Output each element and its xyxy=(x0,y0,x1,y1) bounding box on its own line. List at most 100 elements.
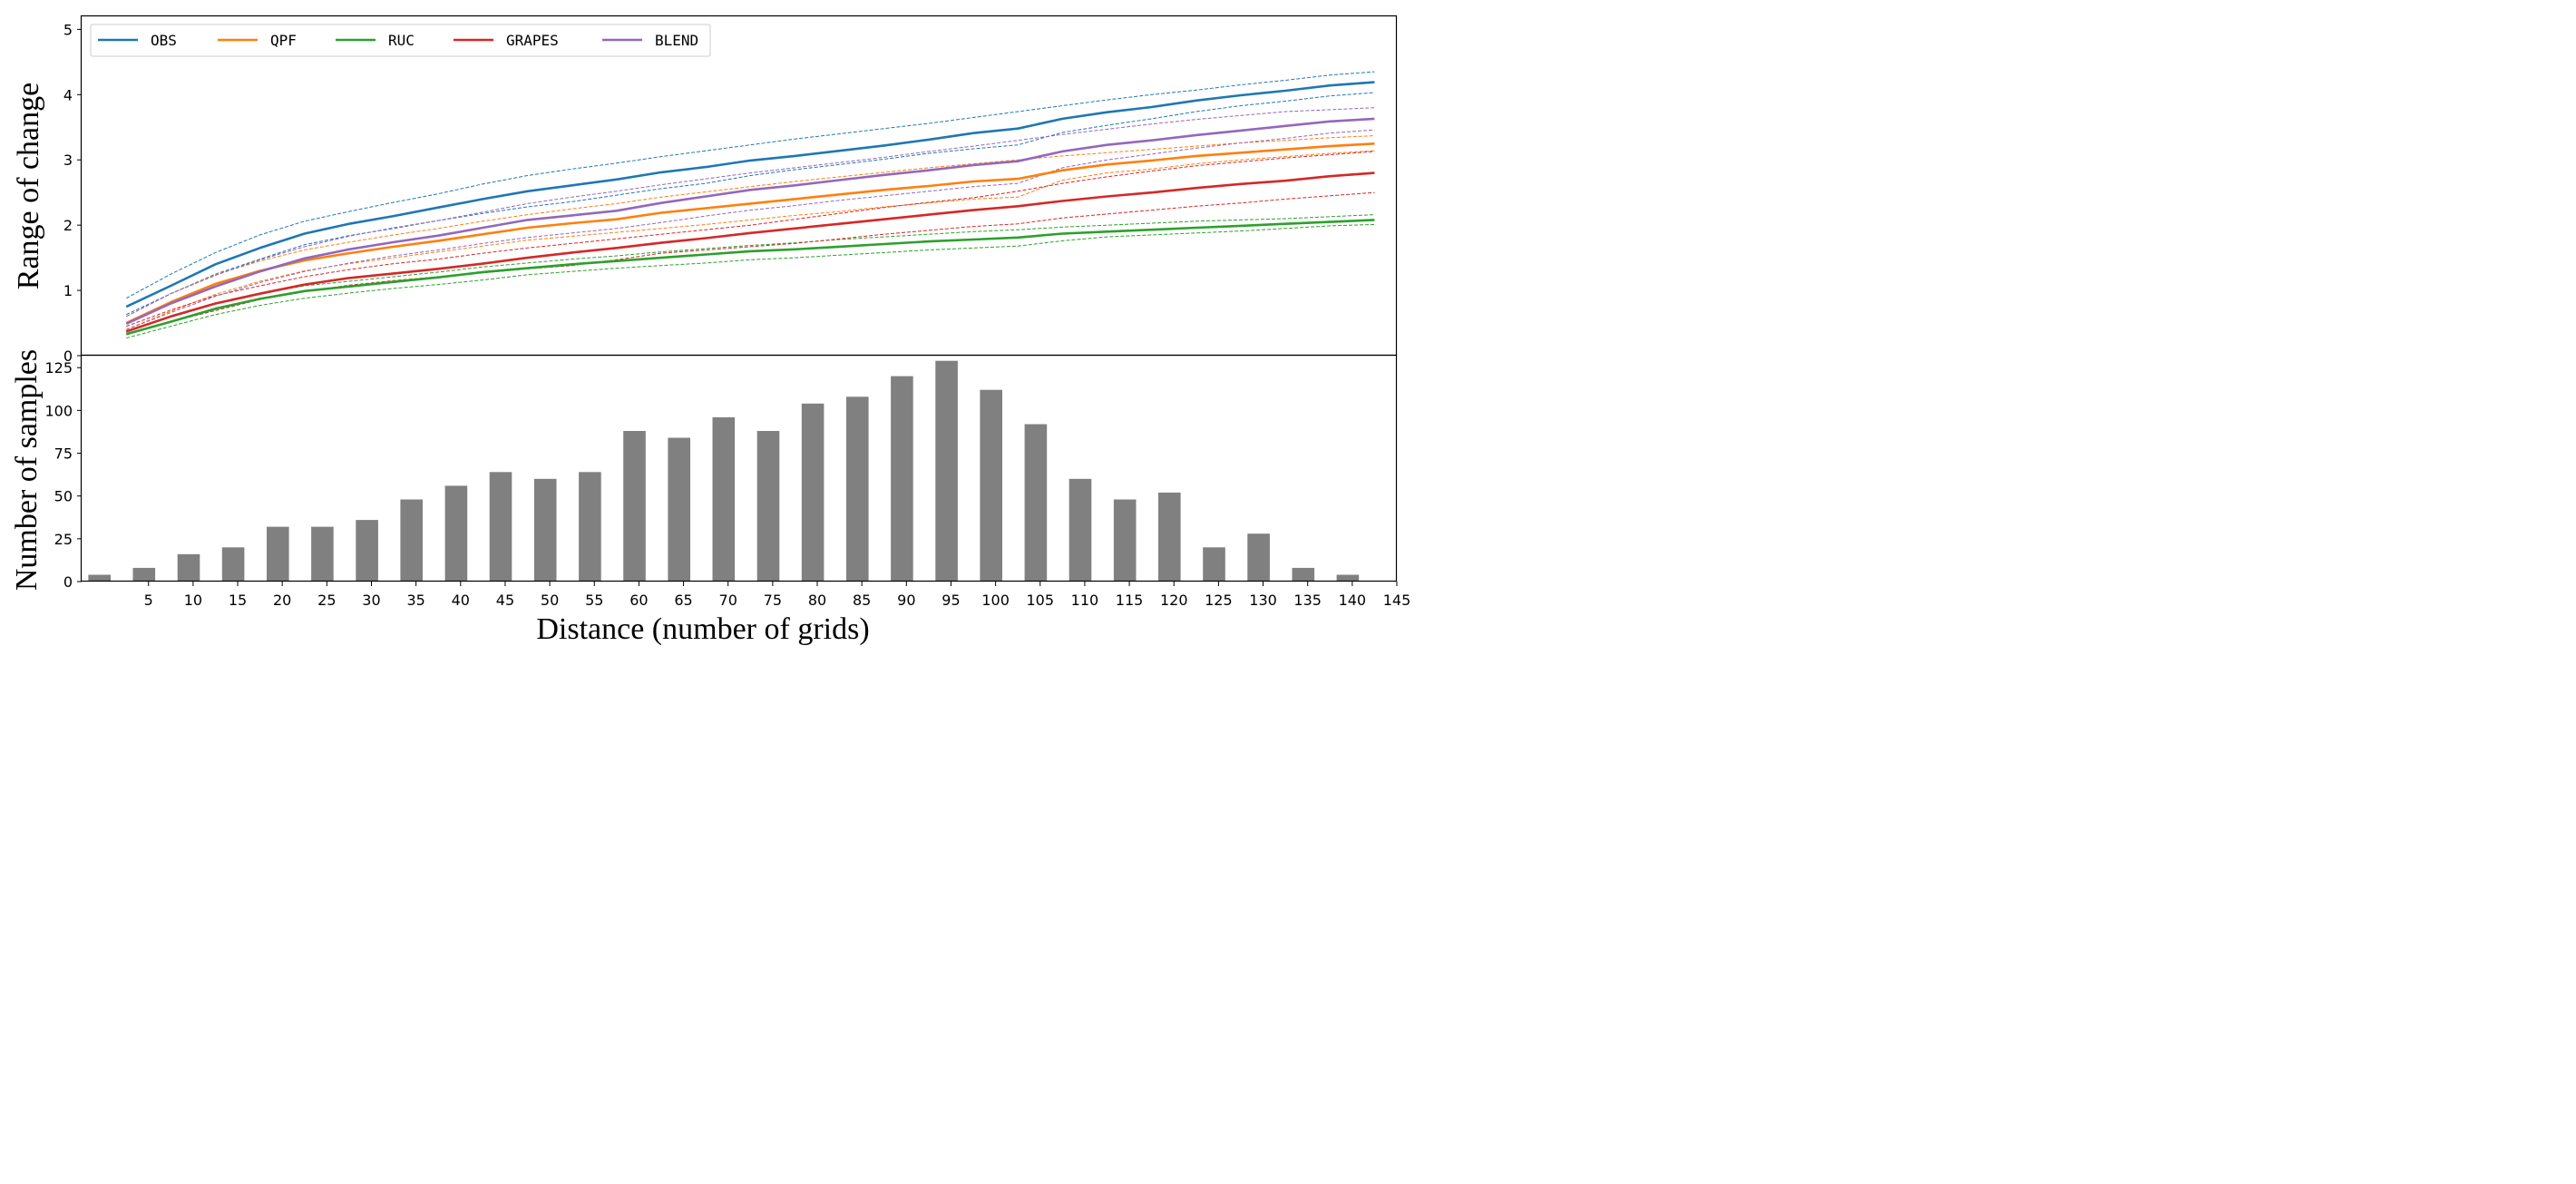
blend-legend-label: BLEND xyxy=(655,32,698,49)
x-tick-label: 60 xyxy=(629,592,648,609)
sample-bar xyxy=(444,485,468,582)
qpf-upper-band xyxy=(125,135,1375,318)
obs-upper-band xyxy=(125,71,1375,299)
bar-plot-frame xyxy=(80,354,1398,582)
x-tick-label: 20 xyxy=(273,592,291,609)
x-tick-label: 120 xyxy=(1160,592,1188,609)
obs-line xyxy=(125,81,1375,308)
sample-bar xyxy=(177,553,200,582)
grapes-upper-band xyxy=(126,151,1375,328)
x-tick-label: 145 xyxy=(1383,592,1411,609)
x-tick-label: 5 xyxy=(144,592,153,609)
bar-y-tick-label: 100 xyxy=(44,402,73,419)
legend-box xyxy=(90,24,711,57)
bar-y-tick-label: 25 xyxy=(54,531,73,548)
qpf-legend-label: QPF xyxy=(270,32,297,49)
sample-bar xyxy=(1292,567,1315,582)
x-tick-label: 40 xyxy=(452,592,470,609)
obs-legend-label: OBS xyxy=(151,32,177,49)
x-tick-label: 35 xyxy=(406,592,424,609)
x-tick-label: 90 xyxy=(897,592,915,609)
line-y-tick-label: 0 xyxy=(63,347,73,365)
legend: OBS QPF RUC GRAPES BLEND xyxy=(90,24,711,57)
qpf-line xyxy=(125,142,1375,325)
blend-line xyxy=(125,117,1375,325)
x-tick-label: 115 xyxy=(1116,592,1144,609)
grapes-legend-label: GRAPES xyxy=(506,32,559,49)
line-y-tick-label: 3 xyxy=(63,152,73,169)
sample-bar xyxy=(1203,547,1225,582)
confidence-bands xyxy=(125,71,1375,339)
x-tick-label: 125 xyxy=(1205,592,1233,609)
sample-bar xyxy=(846,396,869,582)
sample-bar xyxy=(623,431,646,582)
bar-y-tick-label: 75 xyxy=(54,445,73,463)
x-tick-label: 140 xyxy=(1339,592,1367,609)
sample-bar xyxy=(1068,478,1092,582)
x-tick-label: 30 xyxy=(362,592,380,609)
x-tick-label: 70 xyxy=(719,592,737,609)
bar-chart-panel: 0 25 50 75 100 125 5 10 15 20 25 30 35 40 45 50 55 60 65 7… xyxy=(10,349,1410,646)
sample-bar xyxy=(88,574,111,582)
x-tick-label: 50 xyxy=(541,592,559,609)
x-tick-label: 110 xyxy=(1071,592,1099,609)
line-y-tick-label: 1 xyxy=(63,282,73,299)
x-tick-label: 135 xyxy=(1293,592,1322,609)
sample-bar xyxy=(1247,533,1270,582)
sample-bar xyxy=(489,472,512,582)
bar-y-axis-label: Number of samples xyxy=(10,349,44,591)
sample-bar xyxy=(132,567,156,582)
blend-lower-band xyxy=(126,129,1375,330)
sample-bar xyxy=(756,431,780,582)
x-tick-label: 10 xyxy=(184,592,202,609)
sample-bar xyxy=(311,526,334,582)
line-chart-panel: 0 1 2 3 4 5 Range of change OBS QPF RUC GRAPES BL… xyxy=(12,15,1398,365)
ruc-legend-label: RUC xyxy=(388,32,415,49)
x-tick-label: 105 xyxy=(1027,592,1055,609)
x-tick-label: 100 xyxy=(981,592,1010,609)
ruc-line xyxy=(125,219,1375,336)
sample-bar xyxy=(801,403,825,582)
bar-y-tick-label: 125 xyxy=(44,359,73,377)
x-axis-ticks: 5 10 15 20 25 30 35 40 45 50 55 60 65 70 75 80 85 90 95 100… xyxy=(144,582,1411,609)
grapes-line xyxy=(125,171,1375,333)
blend-upper-band xyxy=(125,107,1375,318)
x-tick-label: 130 xyxy=(1249,592,1277,609)
sample-bar xyxy=(980,389,1002,582)
sample-bar xyxy=(356,520,378,582)
sample-bar xyxy=(579,472,601,582)
bar-y-tick-label: 50 xyxy=(54,488,73,505)
sample-bar xyxy=(400,499,423,582)
bar-y-tick-label: 0 xyxy=(63,573,73,591)
sample-bar xyxy=(712,416,736,582)
bar-y-axis-ticks: 0 25 50 75 100 125 xyxy=(44,359,82,591)
x-tick-label: 95 xyxy=(942,592,960,609)
sample-bar xyxy=(221,547,245,582)
series-lines xyxy=(125,81,1375,336)
sample-bar xyxy=(1113,499,1137,582)
ruc-lower-band xyxy=(126,223,1375,339)
x-tick-label: 45 xyxy=(496,592,514,609)
sample-bar xyxy=(935,360,958,582)
x-tick-label: 25 xyxy=(317,592,336,609)
sample-bar xyxy=(1024,424,1048,582)
x-tick-label: 65 xyxy=(674,592,692,609)
sample-bar xyxy=(1158,492,1181,582)
sample-bar xyxy=(668,437,690,582)
x-tick-label: 55 xyxy=(585,592,603,609)
line-y-tick-label: 5 xyxy=(63,21,73,38)
obs-lower-band xyxy=(125,92,1375,316)
sample-bar xyxy=(891,376,913,582)
x-axis-label: Distance (number of grids) xyxy=(536,612,869,646)
x-tick-label: 75 xyxy=(764,592,782,609)
sample-bar xyxy=(267,526,289,582)
x-tick-label: 80 xyxy=(808,592,826,609)
x-tick-label: 85 xyxy=(853,592,871,609)
sample-bar xyxy=(533,478,557,582)
ruc-upper-band xyxy=(126,214,1375,332)
sample-bar xyxy=(1336,574,1360,582)
line-y-tick-label: 2 xyxy=(63,217,73,234)
line-y-tick-label: 4 xyxy=(63,86,73,103)
x-tick-label: 15 xyxy=(229,592,247,609)
sample-bars xyxy=(88,360,1360,582)
